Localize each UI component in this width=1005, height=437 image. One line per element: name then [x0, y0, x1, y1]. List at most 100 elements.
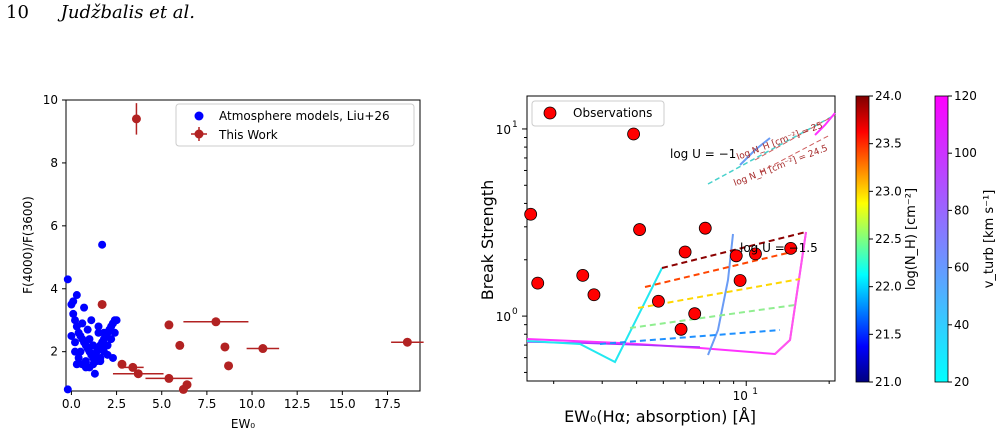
colorbar-tick-label: 21.5 — [875, 327, 902, 341]
right-y-axis-label: Break Strength — [478, 180, 497, 300]
observation-point — [749, 247, 762, 261]
right-x-axis-label: EW₀(Hα; absorption) [Å] — [564, 407, 756, 426]
y-tick-label: 4 — [50, 282, 58, 296]
this-work-point — [258, 344, 268, 354]
legend-marker-models — [194, 111, 204, 121]
legend-marker-observations — [543, 106, 557, 120]
x-tick-label: 12.5 — [284, 397, 311, 411]
annotation-logU-1.5: log U = −1.5 — [740, 241, 818, 255]
colorbar-nh-label: log(N_H) [cm⁻²] — [904, 188, 919, 290]
model-dash-orangered — [644, 249, 801, 288]
colorbar-tick-label: 40 — [954, 318, 969, 332]
model-line-top-magenta — [814, 112, 836, 136]
model-points — [63, 240, 121, 394]
this-work-point — [220, 342, 230, 352]
y-tick-exponent: 0 — [512, 307, 518, 317]
colorbar-nh: 21.0 21.5 22.0 22.5 23.0 23.5 24.0 log(N_H) [c… — [855, 89, 919, 389]
colorbar-tick-label: 100 — [954, 146, 977, 160]
this-work-point — [97, 299, 107, 309]
model-point — [63, 275, 72, 284]
colorbar-vturb-ticks: 20 40 60 80 100 120 — [948, 89, 977, 389]
page-number: 10 — [6, 2, 29, 23]
x-tick-label: 7.5 — [197, 397, 216, 411]
legend-label-models: Atmosphere models, Liu+26 — [219, 109, 390, 123]
right-plot-frame — [526, 95, 836, 382]
colorbar-vturb-label: v_turb [km s⁻¹] — [982, 190, 997, 289]
colorbar-vturb-gradient — [934, 95, 949, 383]
observation-point — [576, 268, 590, 282]
model-grid-lines — [526, 112, 836, 364]
model-point — [74, 353, 83, 362]
colorbar-tick-label: 22.5 — [875, 232, 902, 246]
observation-point — [678, 245, 692, 259]
model-point — [69, 297, 78, 306]
observation-point — [688, 307, 702, 321]
model-dash-gold — [637, 278, 801, 309]
model-point — [71, 316, 80, 325]
model-point — [81, 363, 90, 372]
this-work-point — [133, 369, 143, 379]
y-tick-label: 6 — [50, 219, 58, 233]
this-work-point — [117, 359, 127, 369]
model-point — [103, 350, 112, 359]
model-point — [76, 347, 85, 356]
legend-marker-this-work — [194, 129, 204, 139]
model-point — [83, 325, 92, 334]
left-plot-frame — [65, 99, 421, 392]
model-dash-lightgreen — [629, 304, 796, 329]
model-line-cyan — [526, 267, 663, 364]
model-point — [85, 335, 94, 344]
author-line: Judžbalis et al. — [60, 2, 195, 23]
observation-point — [698, 221, 712, 235]
model-point — [107, 335, 116, 344]
this-work-point — [402, 337, 412, 347]
legend-label-this-work: This Work — [218, 128, 278, 142]
colorbar-nh-gradient — [855, 95, 870, 383]
model-point — [90, 369, 99, 378]
model-point — [98, 240, 107, 249]
colorbar-tick-label: 24.0 — [875, 89, 902, 103]
this-work-point — [224, 361, 234, 371]
right-axis-ticks: 10 110 010 1 — [496, 120, 830, 403]
model-point — [72, 360, 81, 369]
y-tick-label: 10 — [43, 93, 58, 107]
model-point — [69, 309, 78, 318]
observation-point — [729, 249, 743, 263]
y-tick-exponent: 1 — [512, 120, 518, 130]
observation-point — [627, 127, 640, 141]
right-chart: 10 110 010 1 log U = −1 log U = −1.5 log N_… — [478, 95, 836, 426]
model-point — [87, 316, 96, 325]
x-tick-exponent: 1 — [752, 387, 758, 397]
this-work-points — [97, 103, 424, 394]
model-point — [96, 357, 105, 366]
model-point — [110, 328, 119, 337]
model-point — [63, 385, 72, 394]
this-work-point — [211, 317, 221, 327]
model-point — [67, 331, 76, 340]
x-tick-label: 2.5 — [107, 397, 126, 411]
colorbar-tick-label: 23.5 — [875, 137, 902, 151]
legend-box-obs — [531, 100, 665, 127]
model-point — [89, 341, 98, 350]
annotation-logU-1: log U = −1 — [670, 147, 736, 161]
colorbar-vturb: 20 40 60 80 100 120 v_turb [km s⁻¹] — [934, 89, 997, 389]
model-dash-top-red1 — [754, 114, 836, 161]
observation-point — [674, 322, 688, 336]
model-dash-deepskyblue — [599, 329, 781, 345]
right-legend: Observations — [531, 100, 665, 127]
y-tick-label: 10 — [496, 123, 511, 137]
left-chart: 0.0 2.5 5.0 7.5 10.0 12.5 15.0 17.5 2 4 6 8 10 EW₀ F… — [21, 93, 424, 431]
y-tick-label: 2 — [50, 345, 58, 359]
observation-point — [784, 242, 798, 255]
legend-label-observations: Observations — [573, 106, 652, 120]
observation-point — [524, 207, 538, 221]
this-work-point — [131, 114, 141, 124]
observation-point — [652, 294, 665, 308]
colorbar-tick-label: 21.0 — [875, 375, 902, 389]
x-tick-label: 0.0 — [62, 397, 81, 411]
y-tick-label: 8 — [50, 156, 58, 170]
this-work-point — [175, 340, 185, 350]
left-legend: Atmosphere models, Liu+26 This Work — [175, 103, 415, 147]
this-work-point — [128, 362, 138, 372]
